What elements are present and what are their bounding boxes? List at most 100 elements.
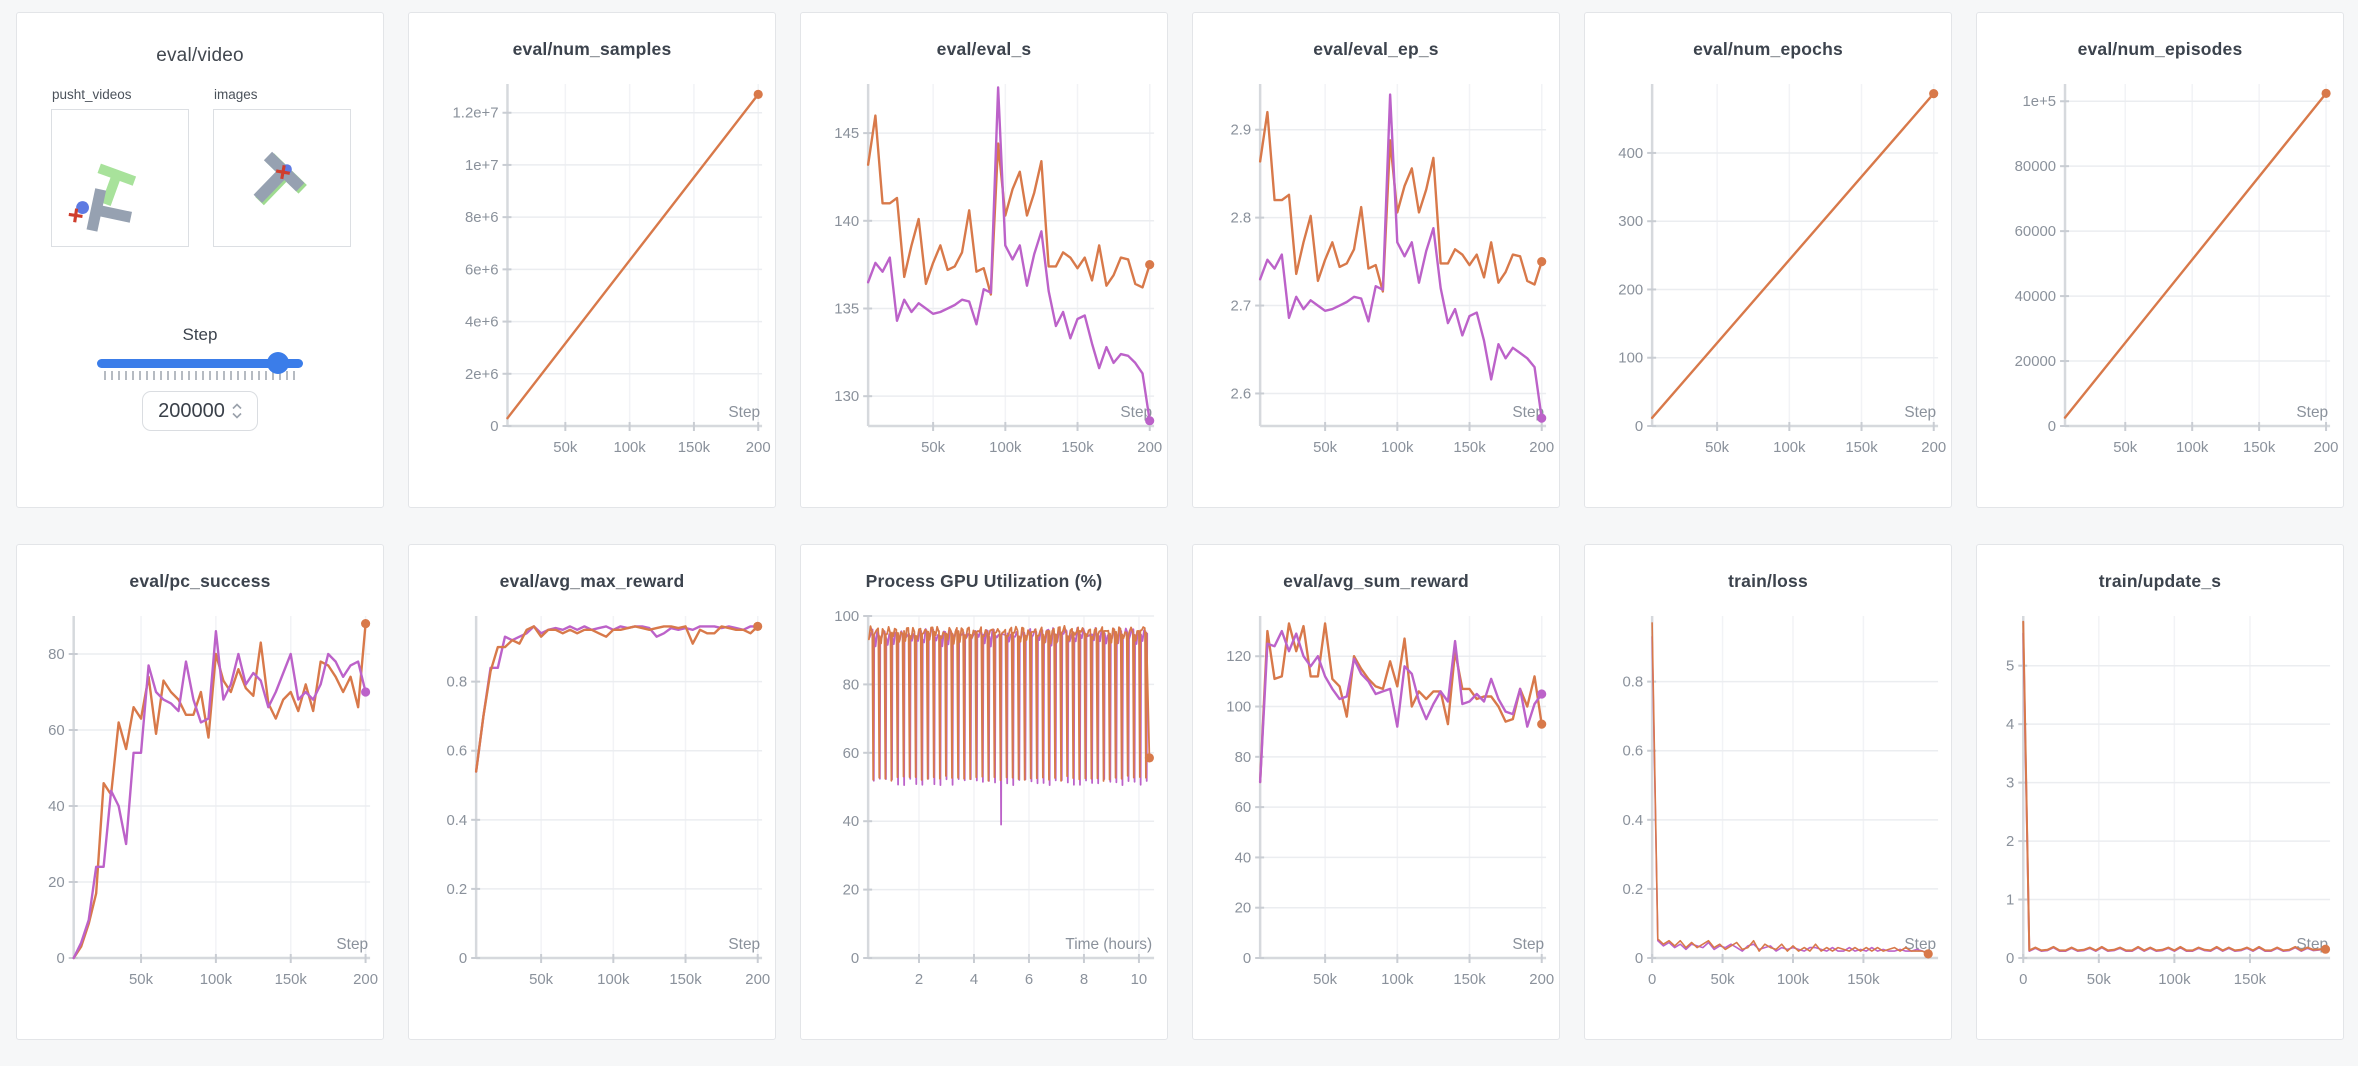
svg-text:100k: 100k bbox=[1381, 439, 1414, 456]
svg-text:2.8: 2.8 bbox=[1230, 210, 1251, 227]
svg-text:60000: 60000 bbox=[2015, 223, 2056, 240]
last-point-dot bbox=[753, 621, 763, 631]
svg-text:8e+6: 8e+6 bbox=[465, 209, 499, 226]
svg-text:40: 40 bbox=[1235, 849, 1252, 866]
svg-text:80000: 80000 bbox=[2015, 158, 2056, 175]
series-orange-run bbox=[506, 93, 760, 420]
svg-text:1e+5: 1e+5 bbox=[2023, 93, 2057, 110]
media-label: images bbox=[214, 87, 258, 102]
step-slider-track[interactable] bbox=[97, 352, 303, 374]
series-orange-run bbox=[1258, 622, 1543, 784]
step-slider-thumb[interactable] bbox=[267, 352, 290, 374]
series-orange-run bbox=[474, 625, 759, 773]
last-point-dot bbox=[753, 89, 763, 99]
svg-text:40000: 40000 bbox=[2015, 288, 2056, 305]
series-purple-run bbox=[72, 630, 367, 960]
svg-text:4: 4 bbox=[2006, 716, 2014, 733]
svg-text:150k: 150k bbox=[1453, 971, 1486, 988]
svg-text:100k: 100k bbox=[1381, 971, 1414, 988]
pusht-block-t bbox=[86, 188, 132, 232]
svg-text:0: 0 bbox=[2048, 418, 2056, 435]
step-slider-ticks bbox=[104, 371, 296, 380]
chart-canvas[interactable]: 50k 100k 150k 200 0 100 200 300 400 Step bbox=[1585, 66, 1951, 478]
svg-text:60: 60 bbox=[48, 722, 65, 739]
svg-text:0: 0 bbox=[2006, 950, 2014, 967]
chart-canvas[interactable]: 50k 100k 150k 200 0 2e+6 4e+6 6e+6 8e+6 1e+7 1.2e+… bbox=[409, 66, 775, 478]
series-orange-run bbox=[2022, 620, 2327, 952]
svg-text:Step: Step bbox=[2296, 404, 2328, 421]
svg-text:100k: 100k bbox=[1777, 971, 1810, 988]
stepper-up-icon[interactable] bbox=[232, 403, 242, 410]
svg-text:Step: Step bbox=[1904, 936, 1936, 953]
series-orange-run bbox=[1258, 110, 1543, 293]
svg-text:40: 40 bbox=[843, 813, 860, 830]
svg-text:100: 100 bbox=[834, 608, 859, 625]
chart-canvas[interactable]: 50k 100k 150k 200 0 0.2 0.4 0.6 0.8 Step bbox=[409, 598, 775, 1010]
pusht-block-t bbox=[253, 151, 305, 203]
series-purple-run bbox=[868, 627, 1149, 826]
panel-eval-pc_success: eval/pc_success 50k 100k 150k 200 0 20 40 60 80 S… bbox=[16, 544, 384, 1040]
svg-text:0: 0 bbox=[1648, 971, 1656, 988]
pusht-goal-t bbox=[97, 163, 137, 207]
panel-gpu-utilization: Process GPU Utilization (%) 2 4 6 8 10 0 20 40 6… bbox=[800, 544, 1168, 1040]
panel-eval-video: eval/video pusht_videos images bbox=[16, 12, 384, 508]
svg-text:150k: 150k bbox=[1061, 439, 1094, 456]
stepper-down-icon[interactable] bbox=[232, 412, 242, 419]
svg-text:0: 0 bbox=[56, 950, 64, 967]
agent-dot bbox=[76, 201, 89, 214]
stepper-icons[interactable] bbox=[232, 403, 242, 419]
svg-text:Step: Step bbox=[1120, 404, 1152, 421]
chart-title: train/update_s bbox=[2098, 571, 2222, 591]
series-orange-run bbox=[2063, 92, 2328, 419]
svg-text:200: 200 bbox=[1529, 971, 1554, 988]
panel-eval-num_episodes: eval/num_episodes 50k 100k 150k 200 0 20000 40… bbox=[1976, 12, 2344, 508]
svg-text:150k: 150k bbox=[669, 971, 702, 988]
svg-text:1: 1 bbox=[2006, 892, 2014, 909]
chart-canvas[interactable]: 0 50k 100k 150k 0 0.2 0.4 0.6 0.8 Step bbox=[1585, 598, 1951, 1010]
chart-canvas[interactable]: 50k 100k 150k 200 130 135 140 145 Step bbox=[801, 66, 1167, 478]
svg-text:50k: 50k bbox=[1313, 971, 1338, 988]
last-point-dot bbox=[1923, 949, 1933, 959]
svg-text:0: 0 bbox=[1635, 418, 1643, 435]
svg-text:200: 200 bbox=[353, 971, 378, 988]
svg-text:60: 60 bbox=[843, 745, 860, 762]
svg-text:300: 300 bbox=[1618, 213, 1643, 230]
media-item-images: images bbox=[213, 87, 351, 247]
svg-text:135: 135 bbox=[834, 300, 859, 317]
panel-train-loss: train/loss 0 50k 100k 150k 0 0.2 0.4 0.6 0.8 Step bbox=[1584, 544, 1952, 1040]
svg-text:Step: Step bbox=[1512, 936, 1544, 953]
svg-text:150k: 150k bbox=[678, 439, 711, 456]
step-value: 200000 bbox=[158, 399, 225, 422]
series-purple-run bbox=[1258, 629, 1543, 784]
svg-text:200: 200 bbox=[746, 439, 771, 456]
chart-canvas[interactable]: 50k 100k 150k 200 0 20 40 60 80 100 120 Step bbox=[1193, 598, 1559, 1010]
svg-text:150k: 150k bbox=[1453, 439, 1486, 456]
svg-text:80: 80 bbox=[48, 646, 65, 663]
svg-text:80: 80 bbox=[1235, 749, 1252, 766]
images-frame[interactable] bbox=[213, 109, 351, 247]
svg-text:200: 200 bbox=[2314, 439, 2339, 456]
svg-text:0.6: 0.6 bbox=[446, 743, 467, 760]
svg-text:100: 100 bbox=[1618, 350, 1643, 367]
svg-text:400: 400 bbox=[1618, 145, 1643, 162]
chart-canvas[interactable]: 50k 100k 150k 200 2.6 2.7 2.8 2.9 Step bbox=[1193, 66, 1559, 478]
chart-title: eval/pc_success bbox=[129, 571, 271, 591]
svg-text:2.7: 2.7 bbox=[1230, 298, 1251, 315]
svg-text:10: 10 bbox=[1131, 971, 1148, 988]
svg-text:100k: 100k bbox=[597, 971, 630, 988]
pusht-video-frame[interactable] bbox=[51, 109, 189, 247]
panel-eval-eval_s: eval/eval_s 50k 100k 150k 200 130 135 140 145 St… bbox=[800, 12, 1168, 508]
svg-text:200: 200 bbox=[1529, 439, 1554, 456]
media-row: pusht_videos images bbox=[17, 73, 383, 247]
svg-text:0.4: 0.4 bbox=[446, 812, 467, 829]
last-point-dot bbox=[1537, 257, 1547, 267]
chart-canvas[interactable]: 50k 100k 150k 200 0 20 40 60 80 Step bbox=[17, 598, 383, 1010]
chart-canvas[interactable]: 50k 100k 150k 200 0 20000 40000 60000 80000 1e+5 S… bbox=[1977, 66, 2343, 478]
step-value-input[interactable]: 200000 bbox=[142, 391, 258, 431]
svg-text:0: 0 bbox=[490, 418, 498, 435]
step-slider[interactable] bbox=[97, 352, 303, 380]
svg-text:0.8: 0.8 bbox=[446, 674, 467, 691]
